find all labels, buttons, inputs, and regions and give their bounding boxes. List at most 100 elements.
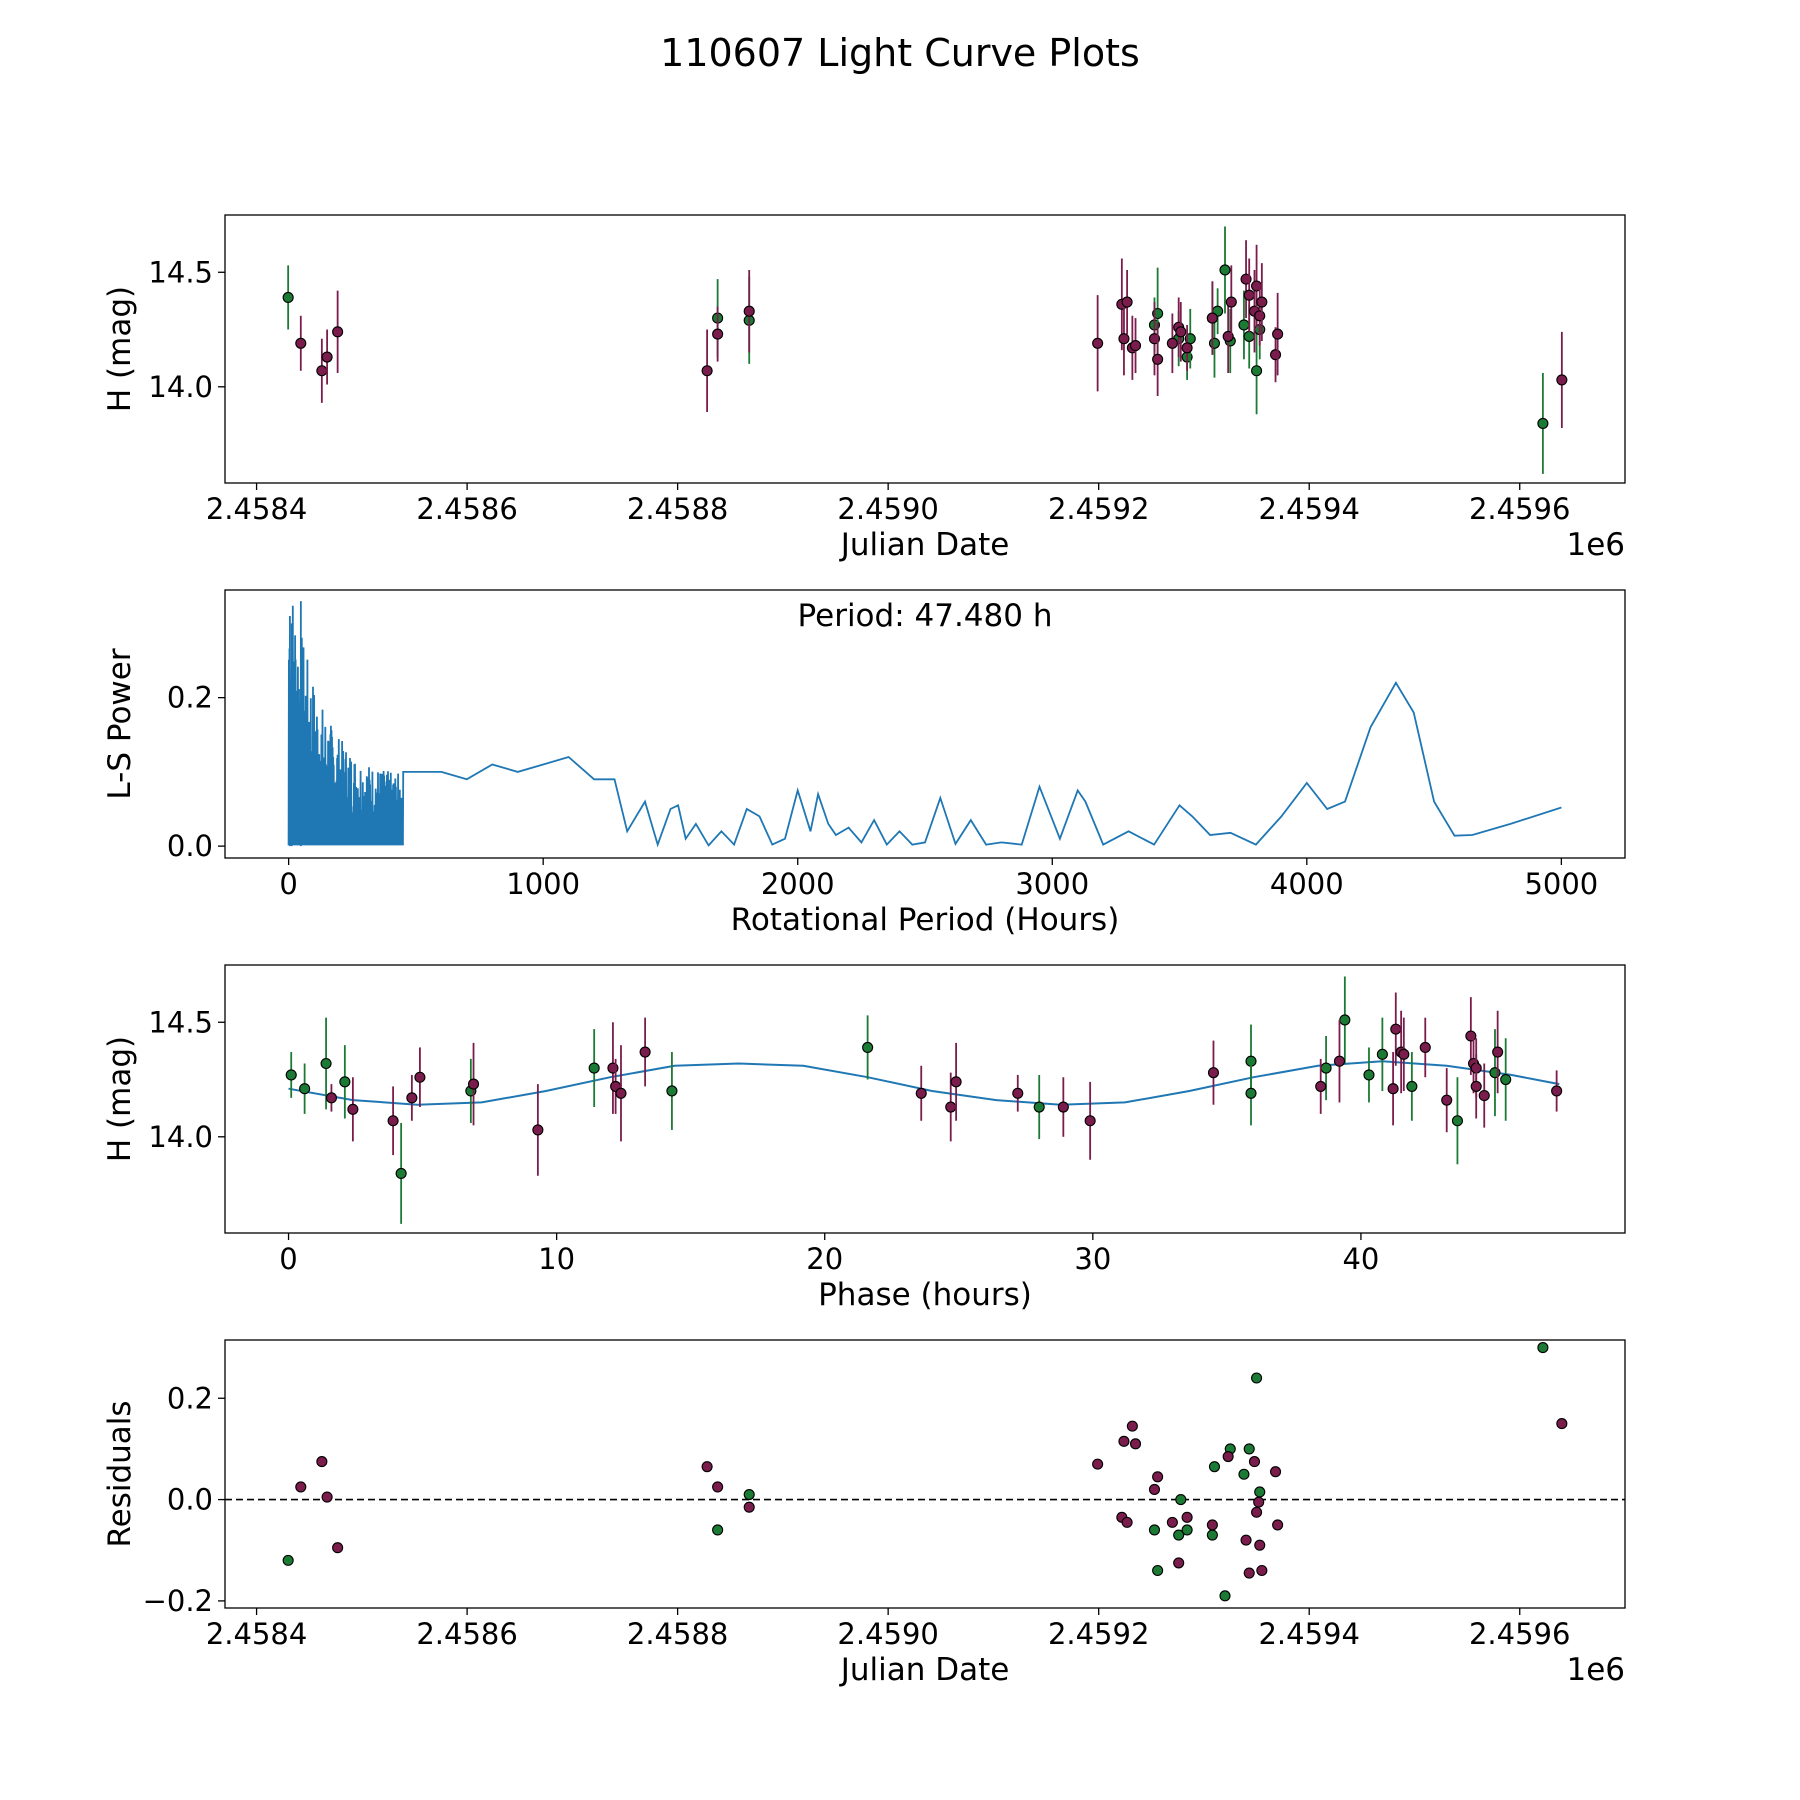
data-point (743, 305, 755, 317)
y-tick-label: 14.0 (148, 370, 213, 404)
y-tick-label: 0.2 (167, 1381, 213, 1415)
data-point (320, 1057, 332, 1070)
data-point (1208, 337, 1221, 349)
data-point (332, 1542, 344, 1554)
x-tick-label: 2.4592 (1048, 492, 1149, 526)
data-point (1478, 1090, 1490, 1102)
data-point (1387, 1083, 1399, 1095)
y-tick-label: 14.0 (148, 1120, 213, 1154)
y-axis-label: Residuals (102, 1400, 138, 1547)
data-point (325, 1092, 337, 1104)
data-point (1148, 1483, 1161, 1496)
x-tick-label: 20 (806, 1242, 843, 1276)
panel-phase: 0 10 20 30 40 14.0 14.5 Phase (hours) H (mag) (102, 964, 1626, 1313)
data-point (1173, 1557, 1185, 1569)
x-offset-label: 1e6 (1566, 527, 1625, 563)
y-tick-label: 14.5 (148, 1005, 213, 1039)
data-point (1251, 365, 1263, 377)
x-tick-label: 2.4588 (627, 492, 728, 526)
data-point (1254, 1486, 1266, 1498)
data-point (1126, 1420, 1138, 1432)
x-tick-label: 5000 (1524, 867, 1598, 901)
x-tick-label: 1000 (506, 867, 580, 901)
data-point (467, 1078, 480, 1090)
data-point (1251, 1372, 1263, 1384)
data-point (712, 328, 724, 340)
x-axis-label: Rotational Period (Hours) (731, 902, 1120, 938)
data-point (1537, 1342, 1549, 1354)
data-point (1406, 1080, 1418, 1092)
data-point (1243, 1567, 1255, 1579)
y-tick-label: 0.0 (167, 829, 213, 863)
data-point (712, 1524, 724, 1536)
data-point (1148, 1524, 1161, 1536)
data-point (1092, 337, 1104, 349)
data-point (1269, 1466, 1282, 1478)
x-tick-label: 2.4590 (837, 492, 938, 526)
panel-lc: 2.4584 2.4586 2.4588 2.4590 2.4592 2.4594 2.45… (102, 214, 1626, 563)
x-tick-label: 2.4586 (416, 1617, 517, 1651)
x-tick-label: 2.4596 (1469, 1617, 1570, 1651)
data-point (1254, 1539, 1266, 1551)
data-point (1272, 328, 1284, 340)
data-point (1376, 1048, 1388, 1060)
x-tick-label: 2.4584 (206, 1617, 307, 1651)
x-tick-label: 2.4594 (1258, 492, 1359, 526)
data-point (1253, 1496, 1265, 1508)
y-axis-label: L-S Power (102, 648, 138, 799)
x-tick-label: 2.4594 (1258, 1617, 1359, 1651)
data-point (1398, 1048, 1410, 1060)
data-point (1181, 1511, 1193, 1523)
data-point (1118, 333, 1130, 345)
data-point (1500, 1073, 1512, 1086)
y-axis-label: H (mag) (102, 286, 138, 412)
data-point (1556, 1418, 1568, 1430)
x-tick-label: 4000 (1270, 867, 1344, 901)
data-point (588, 1062, 600, 1074)
data-point (395, 1167, 407, 1179)
data-point (282, 291, 294, 304)
data-point (1556, 374, 1568, 386)
y-tick-label: −0.2 (143, 1584, 213, 1618)
y-tick-label: 0.0 (167, 1483, 213, 1517)
data-point (1219, 264, 1231, 276)
data-point (1272, 1519, 1284, 1531)
data-point (1084, 1115, 1096, 1127)
data-point (862, 1041, 874, 1054)
data-point (414, 1071, 426, 1083)
data-point (1152, 353, 1164, 365)
data-point (1251, 1506, 1263, 1518)
data-point (1451, 1115, 1463, 1127)
data-point (701, 365, 713, 377)
data-point (1245, 1087, 1257, 1099)
x-tick-label: 40 (1342, 1242, 1379, 1276)
data-point (532, 1124, 544, 1136)
x-tick-label: 2.4596 (1469, 492, 1570, 526)
data-point (1166, 1516, 1178, 1528)
data-point (1206, 1519, 1218, 1531)
data-point (1248, 1456, 1261, 1468)
period-annotation: Period: 47.480 h (798, 598, 1053, 634)
data-point (1121, 1516, 1133, 1528)
x-axis-label: Julian Date (839, 1652, 1010, 1688)
data-point (285, 1069, 297, 1081)
data-point (712, 1481, 724, 1493)
data-point (1181, 342, 1193, 354)
data-point (1173, 1529, 1185, 1541)
y-axis-label: H (mag) (102, 1036, 138, 1162)
x-tick-label: 2.4588 (627, 1617, 728, 1651)
data-point (1537, 417, 1549, 429)
data-point (1057, 1101, 1069, 1113)
y-tick-label: 0.2 (167, 681, 213, 715)
data-point (1092, 1458, 1104, 1470)
x-tick-label: 2.4592 (1048, 1617, 1149, 1651)
x-offset-label: 1e6 (1566, 1652, 1625, 1688)
data-point (1269, 349, 1282, 361)
data-point (1129, 1438, 1142, 1450)
x-tick-label: 0 (279, 867, 297, 901)
data-point (316, 365, 328, 377)
data-point (1152, 1471, 1164, 1483)
data-point (1256, 1564, 1268, 1577)
data-point (1206, 1529, 1218, 1541)
